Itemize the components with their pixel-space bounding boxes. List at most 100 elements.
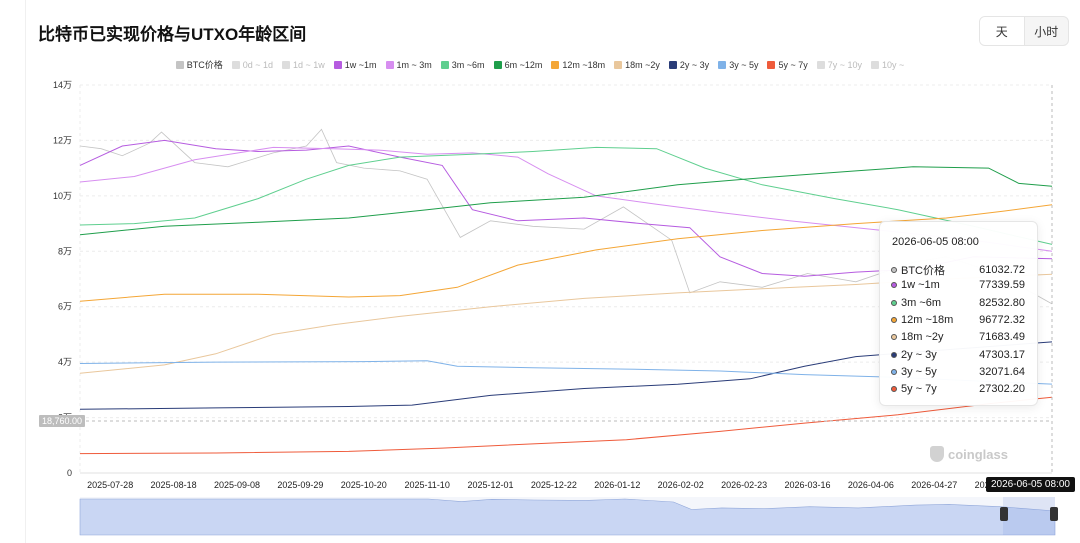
legend-item[interactable]: 1m ~ 3m — [385, 58, 432, 71]
minimap-area — [79, 498, 1056, 536]
legend-swatch — [551, 60, 560, 69]
legend-label: BTC价格 — [186, 60, 223, 70]
legend-label: 10y ~ — [882, 59, 905, 70]
legend-swatch — [493, 60, 502, 69]
y-tick-label: 0 — [67, 468, 72, 478]
legend-label: 1m ~ 3m — [396, 59, 432, 70]
tooltip-row: 2y ~ 3y 47303.17 — [891, 349, 1025, 361]
legend-item[interactable]: 1w ~1m — [333, 58, 377, 71]
x-tick-label: 2026-01-12 — [594, 480, 640, 490]
legend-item[interactable]: 1d ~ 1w — [281, 58, 325, 71]
legend-label: 1d ~ 1w — [292, 59, 325, 70]
day-tab[interactable]: 天 — [980, 17, 1025, 45]
legend-swatch — [281, 60, 290, 69]
series-dot-icon — [891, 282, 897, 289]
x-tick-label: 2026-03-16 — [784, 480, 830, 490]
series-line — [79, 146, 1053, 252]
legend-label: 1w ~1m — [344, 59, 377, 70]
tooltip-series-value: 71683.49 — [979, 331, 1025, 344]
series-line — [79, 204, 1053, 302]
legend-swatch — [385, 60, 394, 69]
tooltip-series-name: 3y ~ 5y — [901, 365, 937, 378]
tooltip-row: 12m ~18m 96772.32 — [891, 314, 1025, 326]
zoom-slider — [79, 497, 1058, 536]
data-tooltip: 2026-06-05 08:00 BTC价格 61032.72 1w ~1m 7733… — [879, 221, 1038, 406]
legend-item[interactable]: 0d ~ 1d — [231, 58, 273, 71]
tooltip-series-name: 18m ~2y — [901, 331, 944, 344]
legend-item[interactable]: 10y ~ — [871, 58, 904, 71]
x-tick-label: 2025-10-20 — [341, 480, 387, 490]
legend-label: 7y ~ 10y — [827, 59, 863, 70]
hour-tab[interactable]: 小时 — [1034, 24, 1059, 39]
minimap-selection — [1003, 497, 1055, 535]
legend-label: 0d ~ 1d — [242, 59, 273, 70]
x-tick-label: 2025-09-29 — [277, 480, 323, 490]
x-tick-label: 2025-12-01 — [468, 480, 514, 490]
series-dot-icon — [891, 351, 897, 358]
x-tick-label: 2025-07-28 — [87, 480, 133, 490]
legend-item[interactable]: 18m ~2y — [614, 58, 660, 71]
y-tick-label: 12万 — [53, 135, 72, 145]
series-line — [79, 139, 1053, 277]
tooltip-title: 2026-06-05 08:00 — [892, 236, 979, 248]
legend-label: 5y ~ 7y — [778, 59, 808, 70]
legend-swatch — [333, 60, 342, 69]
crosshair-x-label: 2026-06-05 08:00 — [986, 477, 1075, 492]
tooltip-series-value: 77339.59 — [979, 279, 1025, 292]
tooltip-row: 5y ~ 7y 27302.20 — [891, 383, 1025, 395]
tooltip-series-name: 1w ~1m — [901, 279, 940, 292]
tooltip-series-value: 27302.20 — [979, 383, 1025, 396]
crosshair-y-label: 18,760.00 — [39, 415, 86, 427]
legend-swatch — [175, 60, 184, 69]
legend-item[interactable]: 6m ~12m — [493, 58, 542, 71]
legend-swatch — [614, 60, 623, 69]
x-tick-label: 2026-02-23 — [721, 480, 767, 490]
legend-item[interactable]: 3m ~6m — [440, 58, 485, 71]
tooltip-series-value: 61032.72 — [979, 264, 1025, 276]
legend-label: 18m ~2y — [625, 59, 660, 70]
legend-item[interactable]: 3y ~ 5y — [718, 58, 758, 71]
slider-handle[interactable] — [1000, 507, 1008, 521]
legend-swatch — [816, 60, 825, 69]
legend-swatch — [668, 60, 677, 69]
x-tick-label: 2026-04-06 — [848, 480, 894, 490]
interval-toggle[interactable]: 天 小时 — [979, 16, 1069, 46]
tooltip-series-value: 32071.64 — [979, 365, 1025, 378]
series-line — [79, 341, 1053, 410]
x-tick-label: 2025-11-10 — [404, 480, 449, 490]
x-tick-label: 2025-09-08 — [214, 480, 260, 490]
slider-handle[interactable] — [1050, 507, 1058, 521]
watermark-text: coinglass — [948, 446, 1008, 462]
legend-item[interactable]: 2y ~ 3y — [668, 58, 710, 71]
legend-swatch — [718, 60, 727, 69]
series-line — [79, 146, 1053, 245]
legend-swatch — [440, 60, 449, 69]
series-line — [79, 396, 1053, 455]
legend-label: 12m ~18m — [562, 59, 606, 70]
tooltip-series-name: 12m ~18m — [901, 313, 954, 326]
tooltip-series-name: 2y ~ 3y — [901, 348, 937, 361]
series-dot-icon — [891, 386, 897, 393]
x-axis: 2025-07-28 2025-08-18 2025-09-08 2025-09-29… — [87, 480, 1021, 490]
series-dot-icon — [891, 316, 897, 323]
y-tick-label: 14万 — [53, 80, 72, 90]
series-lines — [79, 128, 1053, 455]
legend-swatch — [871, 60, 880, 69]
watermark: coinglass — [930, 446, 1008, 462]
legend-item[interactable]: 12m ~18m — [551, 58, 605, 71]
chart-legend: BTC价格 0d ~ 1d 1d ~ 1w 1w ~1m 1m ~ 3m 3m ~6m 6m… — [0, 58, 1080, 71]
x-tick-label: 2025-12-22 — [531, 480, 577, 490]
y-tick-label: 6万 — [58, 302, 72, 312]
legend-swatch — [231, 60, 240, 69]
tooltip-series-name: BTC价格 — [901, 265, 945, 277]
legend-item[interactable]: 5y ~ 7y — [767, 58, 808, 71]
page-title: 比特币已实现价格与UTXO年龄区间 — [38, 25, 307, 44]
series-dot-icon — [891, 334, 897, 341]
y-tick-label: 4万 — [58, 357, 72, 367]
legend-label: 2y ~ 3y — [679, 59, 710, 70]
legend-item[interactable]: 7y ~ 10y — [816, 58, 863, 71]
tooltip-series-value: 82532.80 — [979, 296, 1025, 309]
legend-item[interactable]: BTC价格 — [175, 58, 223, 71]
tooltip-row: 3y ~ 5y 32071.64 — [891, 366, 1025, 378]
